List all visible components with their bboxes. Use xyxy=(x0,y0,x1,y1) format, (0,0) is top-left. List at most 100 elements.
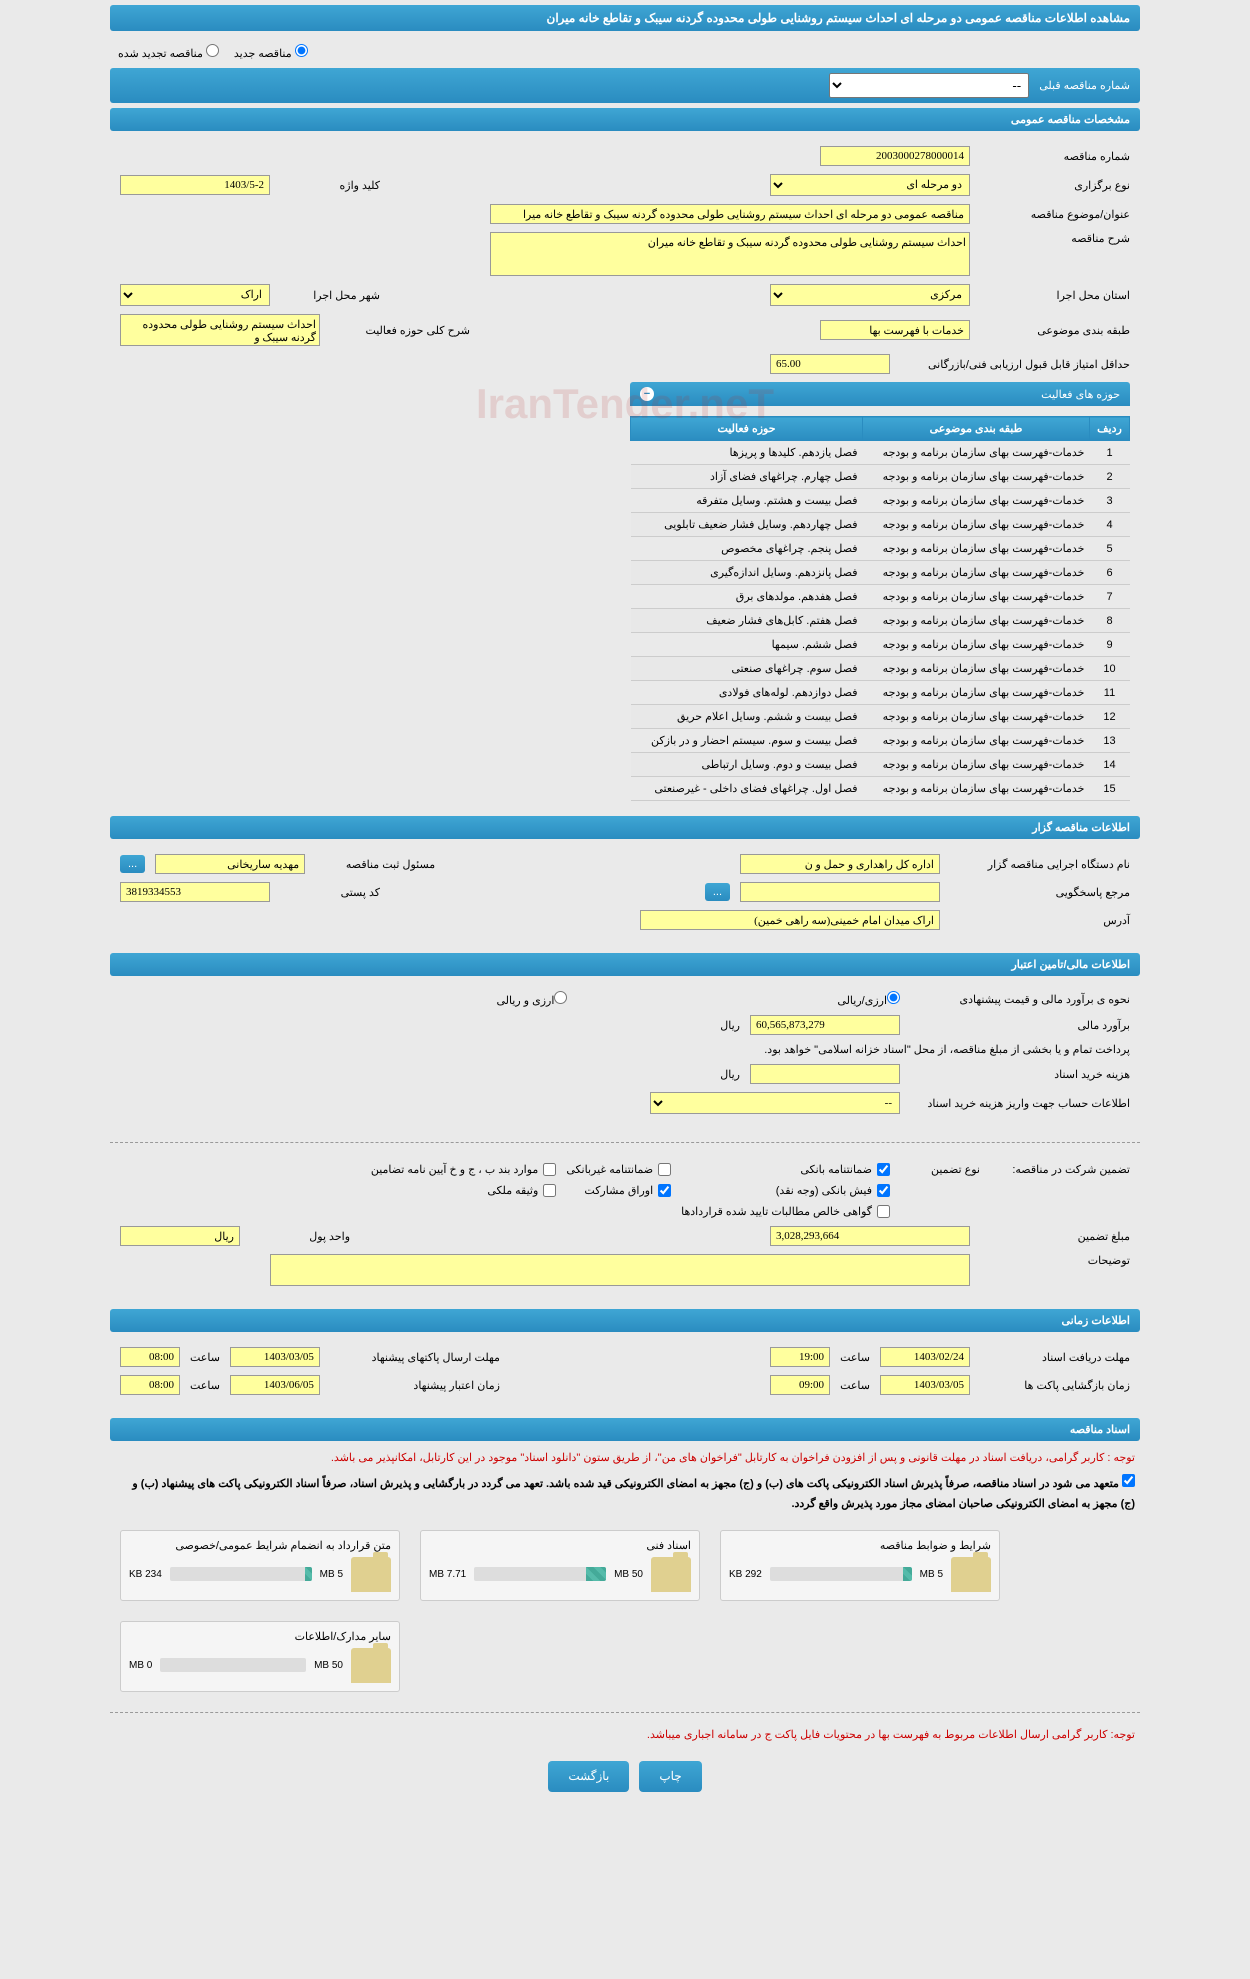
col-category: طبقه بندی موضوعی xyxy=(863,417,1090,441)
table-row: 2خدمات-فهرست بهای سازمان برنامه و بودجهف… xyxy=(631,465,1130,489)
radio-fx-label: ارزی/ریالی xyxy=(837,995,887,1007)
file-used: 234 KB xyxy=(129,1569,162,1580)
send-date[interactable] xyxy=(230,1347,320,1367)
valid-date[interactable] xyxy=(230,1375,320,1395)
chk-nonbank-label: ضمانتنامه غیربانکی xyxy=(566,1163,653,1176)
activity-desc-input[interactable]: احداث سیستم روشنایی طولی محدوده گردنه سی… xyxy=(120,314,320,346)
folder-icon xyxy=(651,1557,691,1592)
chk-securities[interactable] xyxy=(658,1184,671,1197)
chk-property-label: وثیقه ملکی xyxy=(487,1184,538,1197)
radio-new[interactable] xyxy=(295,44,308,57)
prev-tender-select[interactable]: -- xyxy=(829,73,1029,98)
file-used: 7.71 MB xyxy=(429,1569,466,1580)
receive-label: مهلت دریافت اسناد xyxy=(980,1351,1130,1364)
valid-time[interactable] xyxy=(120,1375,180,1395)
guarantee-amount-label: مبلغ تضمین xyxy=(980,1230,1130,1243)
table-row: 15خدمات-فهرست بهای سازمان برنامه و بودجه… xyxy=(631,777,1130,801)
activity-table-header: حوزه های فعالیت − xyxy=(630,382,1130,406)
min-score-label: حداقل امتیاز قابل قبول ارزیابی فنی/بازرگ… xyxy=(900,358,1130,371)
financial-note: پرداخت تمام و یا بخشی از مبلغ مناقصه، از… xyxy=(764,1043,1130,1056)
table-row: 9خدمات-فهرست بهای سازمان برنامه و بودجهف… xyxy=(631,633,1130,657)
tender-number-input[interactable] xyxy=(820,146,970,166)
doc-cost-input[interactable] xyxy=(750,1064,900,1084)
file-box[interactable]: سایر مدارک/اطلاعات 50 MB 0 MB xyxy=(120,1621,400,1692)
folder-icon xyxy=(351,1557,391,1592)
open-label: زمان بازگشایی پاکت ها xyxy=(980,1379,1130,1392)
send-time[interactable] xyxy=(120,1347,180,1367)
type-select[interactable]: دو مرحله ای xyxy=(770,174,970,196)
table-row: 1خدمات-فهرست بهای سازمان برنامه و بودجهف… xyxy=(631,441,1130,465)
response-browse-button[interactable]: ... xyxy=(705,883,730,901)
chk-bonds-label: موارد بند ب ، ج و خ آیین نامه تضامین xyxy=(371,1163,538,1176)
keyword-label: کلید واژه xyxy=(280,179,380,192)
guarantee-amount-input[interactable] xyxy=(770,1226,970,1246)
exec-input[interactable] xyxy=(740,854,940,874)
file-progress xyxy=(170,1567,312,1581)
account-label: اطلاعات حساب جهت واریز هزینه خرید اسناد xyxy=(910,1097,1130,1110)
subject-input[interactable] xyxy=(490,204,970,224)
address-input[interactable] xyxy=(640,910,940,930)
section-general: مشخصات مناقصه عمومی xyxy=(110,108,1140,131)
radio-renewed[interactable] xyxy=(206,44,219,57)
radio-fx[interactable] xyxy=(887,991,900,1004)
table-row: 3خدمات-فهرست بهای سازمان برنامه و بودجهف… xyxy=(631,489,1130,513)
back-button[interactable]: بازگشت xyxy=(548,1761,629,1792)
file-total: 50 MB xyxy=(614,1569,643,1580)
estimate-input[interactable] xyxy=(750,1015,900,1035)
chk-certified[interactable] xyxy=(877,1205,890,1218)
estimate-label: برآورد مالی xyxy=(910,1019,1130,1032)
file-progress xyxy=(770,1567,912,1581)
guarantee-notes-input[interactable] xyxy=(270,1254,970,1286)
chk-certified-label: گواهی خالص مطالبات تایید شده قراردادها xyxy=(681,1205,872,1218)
activity-table: ردیف طبقه بندی موضوعی حوزه فعالیت 1خدمات… xyxy=(630,416,1130,801)
chk-cash[interactable] xyxy=(877,1184,890,1197)
file-box[interactable]: متن قرارداد به انضمام شرایط عمومی/خصوصی … xyxy=(120,1530,400,1601)
method-label: نحوه ی برآورد مالی و قیمت پیشنهادی xyxy=(910,993,1130,1006)
time-label-2: ساعت xyxy=(190,1351,220,1364)
address-label: آدرس xyxy=(950,914,1130,927)
min-score-input[interactable] xyxy=(770,354,890,374)
open-time[interactable] xyxy=(770,1375,830,1395)
desc-textarea[interactable]: احداث سیستم روشنایی طولی محدوده گردنه سی… xyxy=(490,232,970,276)
account-select[interactable]: -- xyxy=(650,1092,900,1114)
folder-icon xyxy=(351,1648,391,1683)
type-label: نوع برگزاری xyxy=(980,179,1130,192)
category-input[interactable] xyxy=(820,320,970,340)
table-row: 5خدمات-فهرست بهای سازمان برنامه و بودجهف… xyxy=(631,537,1130,561)
chk-property[interactable] xyxy=(543,1184,556,1197)
file-title: اسناد فنی xyxy=(429,1539,691,1552)
response-input[interactable] xyxy=(740,882,940,902)
city-label: شهر محل اجرا xyxy=(280,289,380,302)
reg-input[interactable] xyxy=(155,854,305,874)
city-select[interactable]: اراک xyxy=(120,284,270,306)
radio-rial-label: ارزی و ریالی xyxy=(496,995,554,1007)
radio-rial[interactable] xyxy=(554,991,567,1004)
commitment-checkbox[interactable] xyxy=(1122,1474,1135,1487)
docs-bottom-warning: توجه: کاربر گرامی ارسال اطلاعات مربوط به… xyxy=(110,1723,1140,1746)
receive-date[interactable] xyxy=(880,1347,970,1367)
chk-bonds[interactable] xyxy=(543,1163,556,1176)
table-row: 10خدمات-فهرست بهای سازمان برنامه و بودجه… xyxy=(631,657,1130,681)
file-box[interactable]: اسناد فنی 50 MB 7.71 MB xyxy=(420,1530,700,1601)
receive-time[interactable] xyxy=(770,1347,830,1367)
file-box[interactable]: شرایط و ضوابط مناقصه 5 MB 292 KB xyxy=(720,1530,1000,1601)
postal-input[interactable] xyxy=(120,882,270,902)
chk-nonbank[interactable] xyxy=(658,1163,671,1176)
desc-label: شرح مناقصه xyxy=(980,232,1130,245)
keyword-input[interactable] xyxy=(120,175,270,195)
file-total: 5 MB xyxy=(320,1569,343,1580)
collapse-icon[interactable]: − xyxy=(640,387,654,401)
print-button[interactable]: چاپ xyxy=(639,1761,701,1792)
open-date[interactable] xyxy=(880,1375,970,1395)
chk-bank[interactable] xyxy=(877,1163,890,1176)
valid-label: زمان اعتبار پیشنهاد xyxy=(330,1379,500,1392)
reg-browse-button[interactable]: ... xyxy=(120,855,145,873)
table-row: 4خدمات-فهرست بهای سازمان برنامه و بودجهف… xyxy=(631,513,1130,537)
doc-cost-label: هزینه خرید اسناد xyxy=(910,1068,1130,1081)
prev-tender-label: شماره مناقصه قبلی xyxy=(1039,79,1130,92)
divider-2 xyxy=(110,1712,1140,1713)
currency-input[interactable] xyxy=(120,1226,240,1246)
col-row: ردیف xyxy=(1090,417,1130,441)
file-title: شرایط و ضوابط مناقصه xyxy=(729,1539,991,1552)
province-select[interactable]: مرکزی xyxy=(770,284,970,306)
